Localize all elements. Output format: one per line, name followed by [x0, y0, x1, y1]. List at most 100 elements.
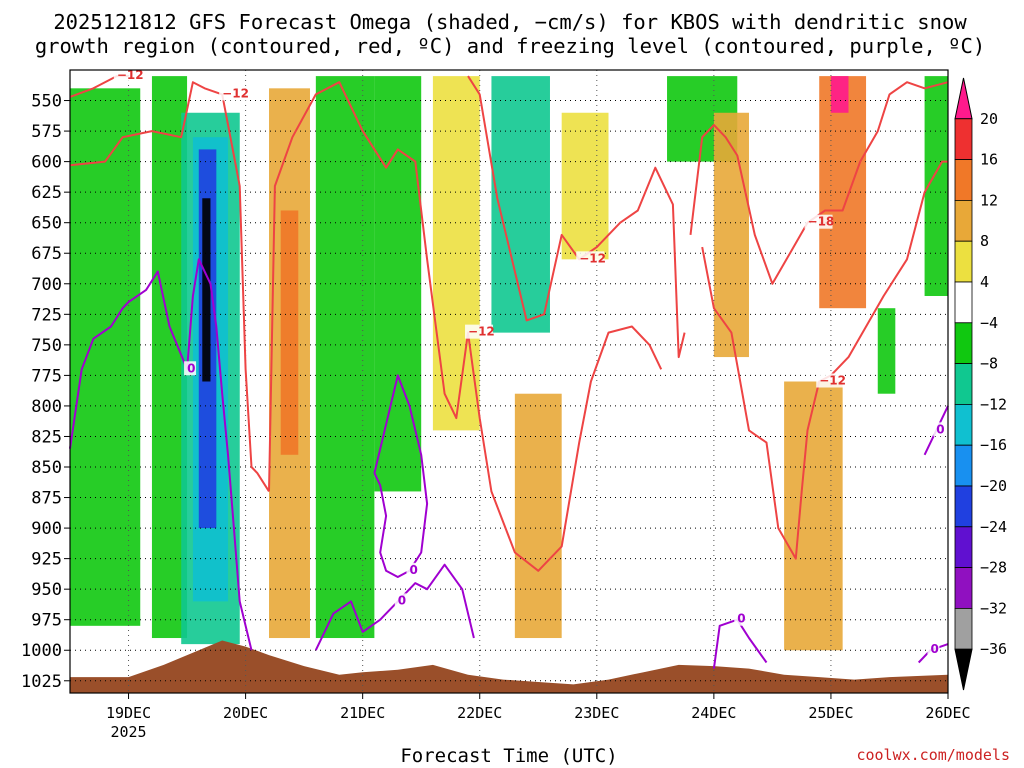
colorbar-tick-label: 16: [980, 151, 998, 169]
freezing-contours: 0 0 0 0 0 0: [69, 258, 949, 669]
colorbar-segment: [954, 608, 973, 650]
freezing-contour-label-2: 0: [409, 563, 417, 577]
colorbar-tick-label: −28: [980, 559, 1007, 577]
y-tick-label: 575: [31, 122, 62, 142]
dgz-contour-label-2: −12: [468, 325, 495, 339]
terrain: [70, 640, 948, 693]
omega-region-19: [877, 308, 896, 394]
omega-region-12: [514, 393, 562, 639]
terrain-fill: [70, 640, 948, 693]
dgz-contour-label-bg-0: [113, 68, 142, 83]
y-tick-label: 1025: [21, 672, 62, 692]
dgz-contour-label-bg-4: [804, 214, 833, 229]
colorbar-segment: [954, 240, 973, 283]
freezing-contour-label-5: 0: [936, 422, 944, 436]
dgz-contour-line-1: [69, 81, 270, 492]
freezing-contour-line-2: [373, 374, 429, 578]
colorbar-segment: [954, 485, 973, 528]
omega-region-15: [713, 112, 749, 358]
y-tick-label: 875: [31, 489, 62, 509]
dgz-contour-label-bg-1: [219, 86, 248, 101]
x-axis-label: Forecast Time (UTC): [400, 745, 617, 767]
chart-title-line-2: growth region (contoured, red, ºC) and f…: [35, 34, 985, 58]
y-tick-label: 900: [31, 519, 62, 539]
plot-frame: [69, 69, 949, 694]
freezing-contour-label-0: 0: [187, 361, 195, 375]
omega-region-7: [280, 210, 299, 455]
chart-title-line-1: 2025121812 GFS Forecast Omega (shaded, −…: [53, 10, 967, 34]
dgz-contour-label-0: −12: [117, 68, 144, 82]
colorbar-segment: [954, 199, 973, 242]
freezing-contour-label-bg-3: [734, 611, 747, 626]
freezing-contour-label-3: 0: [737, 612, 745, 626]
y-tick-label: 625: [31, 183, 62, 203]
colorbar-tick-label: 20: [980, 110, 998, 128]
x-tick-label: 26DEC: [925, 704, 970, 722]
colorbar-tick-label: −8: [980, 355, 998, 373]
y-tick-label: 600: [31, 153, 62, 173]
colorbar-segment: [954, 526, 973, 568]
omega-region-11: [491, 76, 550, 333]
y-tick-label: 750: [31, 336, 62, 356]
y-tick-label: 975: [31, 611, 62, 631]
dgz-contour-label-bg-5: [816, 373, 845, 388]
y-tick-label: 550: [31, 92, 62, 112]
freezing-contour-label-4: 0: [930, 642, 938, 656]
y-tick-label: 700: [31, 275, 62, 295]
dgz-contour-label-1: −12: [222, 86, 249, 100]
x-tick-sublabel: 2025: [110, 723, 146, 741]
freezing-contour-label-bg-5: [933, 422, 946, 437]
colorbar-segment: [954, 444, 973, 487]
dgz-contour-label-3: −12: [579, 251, 606, 265]
colorbar-segment: [954, 118, 973, 161]
colorbar-tick-label: −36: [980, 640, 1007, 658]
y-tick-label: 850: [31, 458, 62, 478]
dgz-contour-label-5: −12: [819, 374, 846, 388]
colorbar-segment: [954, 159, 973, 201]
omega-region-10: [432, 76, 480, 431]
freezing-contour-label-1: 0: [398, 593, 406, 607]
dgz-contour-label-bg-3: [576, 251, 605, 266]
colorbar-tick-label: −32: [980, 599, 1007, 617]
colorbar-tick-label: 8: [980, 232, 989, 250]
omega-shading: [70, 76, 948, 651]
omega-region-18: [830, 76, 849, 113]
y-tick-label: 725: [31, 305, 62, 325]
colorbar-segment: [954, 322, 973, 364]
colorbar-tick-label: 4: [980, 273, 989, 291]
y-tick-label: 800: [31, 397, 62, 417]
dgz-contour-line-5: [701, 160, 948, 560]
omega-region-13: [561, 112, 609, 260]
colorbar: 20 16 12 8 4 −4 −8 −12 −16 −20 −24 −28 −32 −36: [954, 77, 1007, 691]
colorbar-tick-label: 12: [980, 191, 998, 209]
freezing-contour-label-bg-0: [184, 361, 197, 376]
colorbar-tick-label: −4: [980, 314, 998, 332]
credit-text: coolwx.com/models: [856, 746, 1010, 764]
colorbar-segment-top: [954, 77, 973, 120]
x-tick-label: 20DEC: [223, 704, 268, 722]
x-tick-label: 19DEC: [106, 704, 151, 722]
omega-region-8: [315, 76, 375, 639]
colorbar-tick-label: −20: [980, 477, 1007, 495]
y-tick-label: 775: [31, 366, 62, 386]
freezing-contour-label-bg-1: [394, 593, 407, 608]
freezing-contour-label-bg-2: [406, 562, 419, 577]
x-tick-label: 21DEC: [340, 704, 385, 722]
dgz-contour-line-2: [268, 81, 663, 572]
y-tick-label: 825: [31, 427, 62, 447]
x-tick-label: 25DEC: [808, 704, 853, 722]
colorbar-segment-bottom: [954, 648, 973, 691]
colorbar-tick-label: −24: [980, 518, 1007, 536]
x-tick-label: 23DEC: [574, 704, 619, 722]
y-tick-label: 675: [31, 244, 62, 264]
colorbar-tick-label: −16: [980, 436, 1007, 454]
omega-region-16: [784, 381, 843, 651]
dgz-contour-label-bg-2: [465, 324, 494, 339]
colorbar-segment: [954, 567, 973, 609]
y-axis: 550 575 600 625 650 675 700 725 750 775 800 825 850 8…: [21, 92, 70, 692]
x-tick-label: 24DEC: [691, 704, 736, 722]
colorbar-segment: [954, 281, 973, 324]
y-tick-label: 1000: [21, 641, 62, 661]
